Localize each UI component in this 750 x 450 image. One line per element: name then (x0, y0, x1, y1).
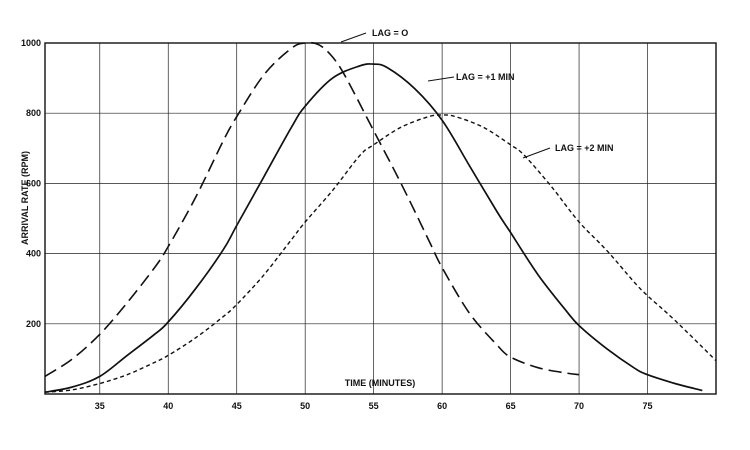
x-tick-label: 45 (232, 401, 242, 411)
y-tick-label: 1000 (21, 38, 41, 48)
x-tick-label: 75 (643, 401, 653, 411)
annotation-leader-lag1 (427, 76, 455, 82)
tick-labels: 35 40 45 50 55 60 65 70 75 200 400 600 800 1000 (21, 38, 653, 411)
annotation-lag2: LAG = +2 MIN (555, 143, 614, 153)
x-tick-label: 50 (300, 401, 310, 411)
x-tick-label: 65 (506, 401, 516, 411)
x-tick-label: 70 (574, 401, 584, 411)
plot-frame (44, 42, 717, 395)
y-tick-label: 200 (26, 319, 41, 329)
x-tick-label: 40 (163, 401, 173, 411)
annotation-lag0: LAG = O (372, 28, 408, 38)
x-tick-label: 55 (369, 401, 379, 411)
x-tick-label: 35 (95, 401, 105, 411)
series-line-0 (44, 41, 580, 378)
series-lines (44, 41, 717, 394)
annotation-lag1: LAG = +1 MIN (456, 72, 515, 82)
annotation-leader-lag2 (522, 147, 551, 159)
series-line-1 (44, 63, 703, 394)
y-tick-label: 400 (26, 249, 41, 259)
x-tick-label: 60 (437, 401, 447, 411)
y-tick-label: 800 (26, 108, 41, 118)
x-axis-title: TIME (MINUTES) (345, 378, 416, 388)
y-tick-label: 600 (26, 178, 41, 188)
y-axis-title: ARRIVAL RATE (RPM) (20, 151, 30, 245)
series-line-2 (44, 114, 717, 393)
annotation-leader-lag0 (340, 32, 367, 43)
